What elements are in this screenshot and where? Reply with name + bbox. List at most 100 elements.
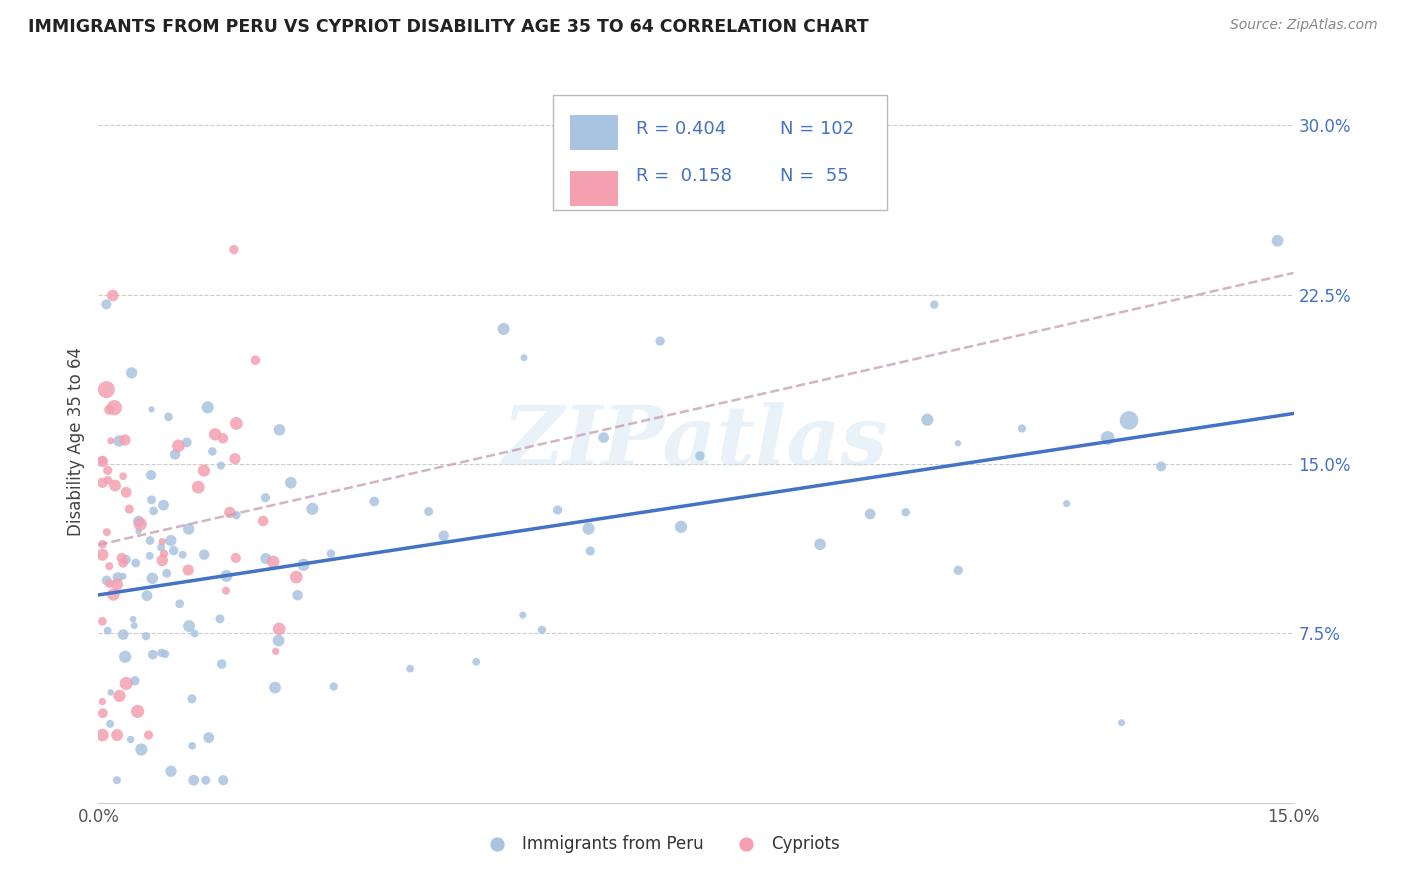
Point <box>262 555 284 569</box>
Point <box>136 589 159 603</box>
Point <box>131 742 153 756</box>
Point <box>163 543 186 558</box>
Point <box>215 583 238 598</box>
Point <box>129 517 152 532</box>
Point <box>112 556 135 570</box>
Point <box>218 505 240 519</box>
Point <box>91 548 114 562</box>
Point <box>122 612 145 626</box>
Point <box>91 475 114 490</box>
Point <box>1056 497 1078 511</box>
Point <box>894 505 917 519</box>
Point <box>139 533 162 548</box>
Point <box>224 451 246 466</box>
FancyBboxPatch shape <box>571 115 619 151</box>
Point <box>254 551 277 566</box>
Point <box>120 732 142 747</box>
Point <box>135 629 157 643</box>
Point <box>1097 431 1119 445</box>
Point <box>150 541 173 555</box>
Point <box>179 619 201 633</box>
Point <box>924 297 946 311</box>
Point <box>142 648 165 662</box>
Point <box>208 612 231 626</box>
Point <box>91 537 114 551</box>
Point <box>592 431 614 445</box>
Point <box>172 548 194 562</box>
Point <box>254 491 277 505</box>
Point <box>1111 715 1133 730</box>
Point <box>193 464 215 478</box>
Point <box>105 773 128 788</box>
Point <box>153 547 176 561</box>
FancyBboxPatch shape <box>553 95 887 211</box>
Point <box>183 773 205 788</box>
Point <box>101 288 124 302</box>
Point <box>212 773 235 788</box>
Point <box>530 623 553 637</box>
Point <box>100 685 122 699</box>
Text: ZIPatlas: ZIPatlas <box>503 401 889 482</box>
Point <box>808 537 831 551</box>
Point <box>111 569 134 583</box>
Point <box>650 334 672 348</box>
Point <box>399 662 422 676</box>
Point <box>91 615 114 629</box>
Point <box>322 680 344 694</box>
Point <box>98 576 121 591</box>
Point <box>97 463 120 477</box>
Point <box>104 478 127 492</box>
Point <box>127 705 149 719</box>
Point <box>245 353 267 368</box>
Point <box>198 731 221 745</box>
Point <box>160 533 183 548</box>
Point <box>225 508 247 523</box>
Point <box>91 454 114 468</box>
Point <box>91 695 114 709</box>
Point <box>513 351 536 365</box>
Point <box>1118 413 1140 427</box>
Point <box>579 544 602 558</box>
Point <box>181 739 204 753</box>
Point <box>157 409 180 424</box>
Point <box>1150 459 1173 474</box>
Point <box>215 569 238 583</box>
Point <box>194 773 217 788</box>
Point <box>465 655 488 669</box>
Point <box>177 563 200 577</box>
Point <box>177 522 200 536</box>
Point <box>112 469 135 483</box>
Point <box>108 434 131 448</box>
Point <box>97 624 120 638</box>
Point <box>100 434 122 448</box>
Point <box>118 502 141 516</box>
Point <box>108 689 131 703</box>
Legend: Immigrants from Peru, Cypriots: Immigrants from Peru, Cypriots <box>474 828 846 860</box>
Point <box>91 728 114 742</box>
Text: R =  0.158: R = 0.158 <box>637 167 733 185</box>
Point <box>946 436 969 450</box>
Point <box>319 547 342 561</box>
Point <box>139 468 162 483</box>
Point <box>91 706 114 721</box>
Point <box>138 549 160 563</box>
Point <box>204 427 226 442</box>
Point <box>264 681 287 695</box>
Point <box>176 435 198 450</box>
Point <box>142 504 165 518</box>
Point <box>193 548 215 562</box>
Point <box>183 626 205 640</box>
Point <box>96 297 118 311</box>
Point <box>578 522 600 536</box>
Point <box>1267 234 1289 248</box>
Point <box>91 453 114 467</box>
Point <box>156 566 179 581</box>
Point <box>150 534 173 549</box>
Point <box>98 402 121 417</box>
Text: IMMIGRANTS FROM PERU VS CYPRIOT DISABILITY AGE 35 TO 64 CORRELATION CHART: IMMIGRANTS FROM PERU VS CYPRIOT DISABILI… <box>28 18 869 36</box>
Point <box>96 525 118 540</box>
Point <box>96 574 118 588</box>
Point <box>97 473 120 487</box>
Point <box>280 475 302 490</box>
Point <box>169 597 191 611</box>
